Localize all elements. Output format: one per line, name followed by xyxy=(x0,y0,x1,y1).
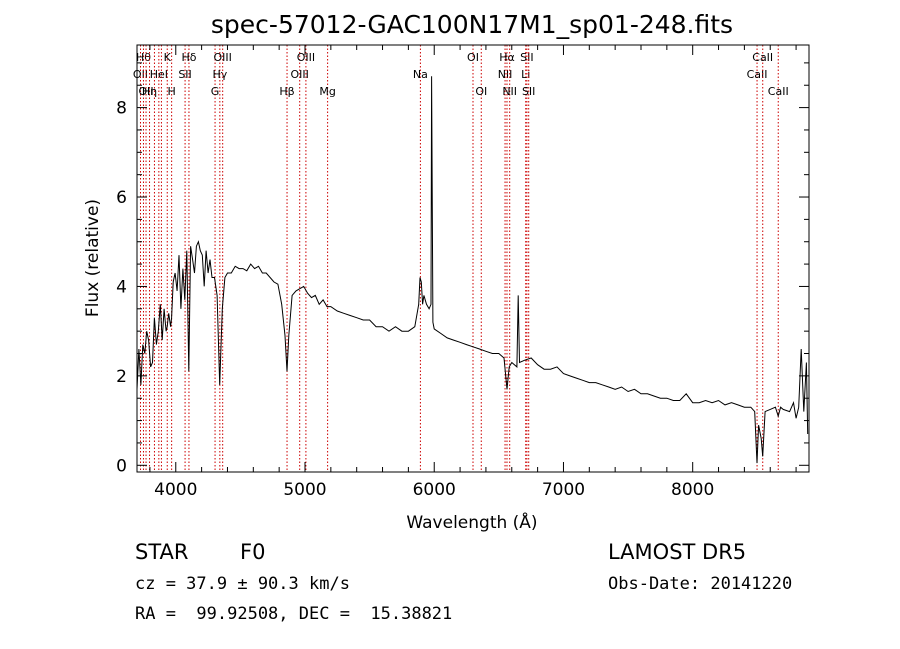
x-tick-label: 4000 xyxy=(154,480,197,500)
line-marker-label: OI xyxy=(467,51,479,64)
x-axis-label: Wavelength (Å) xyxy=(406,511,537,533)
survey-label: LAMOST DR5 xyxy=(608,540,747,564)
coordinates-text: RA = 99.92508, DEC = 15.38821 xyxy=(135,604,453,624)
x-tick-label: 5000 xyxy=(283,480,326,500)
line-marker-label: OIII xyxy=(213,51,231,64)
line-marker-label: H xyxy=(167,85,175,98)
y-tick-label: 6 xyxy=(116,188,127,208)
line-marker-label: Hθ xyxy=(136,51,151,64)
line-marker-label: OIII xyxy=(297,51,315,64)
line-marker-layer: OIIHθOIIHηHeIKHSIIHδGHγOIIIHβOIIIOIIIMgN… xyxy=(133,45,789,472)
line-marker-label: OIII xyxy=(291,68,309,81)
y-tick-label: 8 xyxy=(116,99,127,119)
line-marker-label: SII xyxy=(522,85,535,98)
observation-date-text: Obs-Date: 20141220 xyxy=(608,574,793,594)
x-tick-label: 7000 xyxy=(542,480,585,500)
spectrum-series-layer xyxy=(136,76,809,464)
line-marker-label: CaII xyxy=(747,68,768,81)
line-marker-label: G xyxy=(211,85,220,98)
line-marker-label: Hδ xyxy=(181,51,196,64)
x-tick-label: 8000 xyxy=(671,480,714,500)
redshift-velocity-text: cz = 37.9 ± 90.3 km/s xyxy=(135,574,350,594)
line-marker-label: Na xyxy=(413,68,428,81)
line-marker-label: Li xyxy=(521,68,530,81)
spectrum-line xyxy=(136,76,809,464)
line-marker-label: SII xyxy=(520,51,533,64)
y-axis-label: Flux (relative) xyxy=(83,199,103,317)
line-marker-label: NII xyxy=(502,85,517,98)
line-marker-label: CaII xyxy=(768,85,789,98)
line-marker-label: SII xyxy=(178,68,191,81)
line-marker-label: Hβ xyxy=(279,85,294,98)
y-axis: 0 2 4 6 8 xyxy=(116,62,809,476)
line-marker-label: K xyxy=(164,51,172,64)
line-marker-label: Hα xyxy=(499,51,515,64)
line-marker-label: NII xyxy=(498,68,513,81)
line-marker-label: HeI xyxy=(150,68,168,81)
line-marker-label: CaII xyxy=(752,51,773,64)
line-marker-label: OI xyxy=(475,85,487,98)
line-marker-label: Hη xyxy=(142,85,157,98)
x-tick-label: 6000 xyxy=(413,480,456,500)
object-class-label: STAR xyxy=(135,540,189,564)
y-tick-label: 0 xyxy=(116,456,127,476)
line-marker-label: Mg xyxy=(319,85,335,98)
plot-frame xyxy=(136,44,810,473)
object-subclass-label: F0 xyxy=(240,540,266,564)
y-tick-label: 2 xyxy=(116,367,127,387)
chart-title: spec-57012-GAC100N17M1_sp01-248.fits xyxy=(211,10,733,39)
x-axis: 4000 5000 6000 7000 8000 xyxy=(149,45,797,500)
y-tick-label: 4 xyxy=(116,277,127,297)
line-marker-label: Hγ xyxy=(212,68,227,81)
